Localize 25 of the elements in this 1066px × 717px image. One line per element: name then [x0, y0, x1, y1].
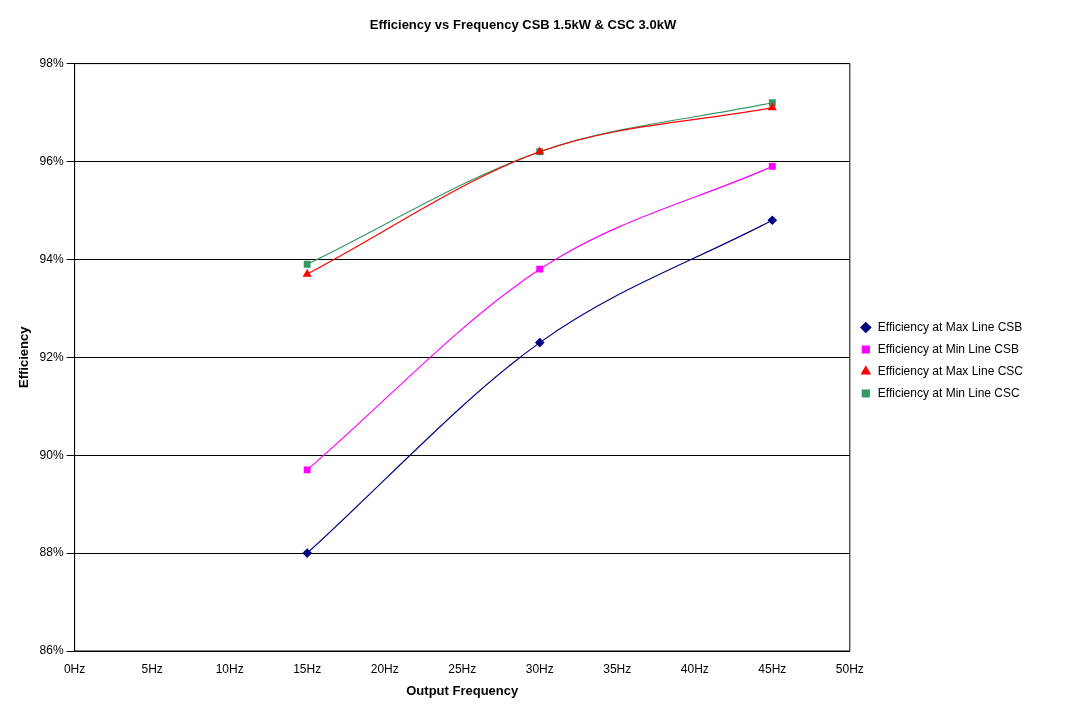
legend-label: Efficiency at Max Line CSB — [877, 319, 1023, 334]
x-axis-title: Output Frequency — [406, 682, 519, 698]
y-tick-label: 94% — [39, 251, 64, 266]
x-tick-label: 45Hz — [758, 661, 787, 676]
y-tick-label: 96% — [39, 153, 64, 168]
x-tick-label: 0Hz — [63, 661, 86, 676]
x-tick-label: 25Hz — [448, 661, 477, 676]
y-tick-label: 98% — [39, 55, 64, 70]
y-tick-label: 86% — [39, 643, 64, 658]
chart-title: Efficiency vs Frequency CSB 1.5kW & CSC 3.0kW — [369, 17, 677, 33]
legend-label: Efficiency at Min Line CSB — [877, 341, 1020, 356]
x-tick-label: 40Hz — [680, 661, 709, 676]
y-axis-title: Efficiency — [16, 325, 32, 389]
legend-label: Efficiency at Max Line CSC — [877, 363, 1024, 378]
x-tick-label: 30Hz — [525, 661, 554, 676]
y-tick-label: 90% — [39, 447, 64, 462]
x-tick-label: 5Hz — [141, 661, 163, 676]
x-tick-label: 15Hz — [293, 661, 322, 676]
x-tick-label: 35Hz — [603, 661, 632, 676]
x-tick-label: 20Hz — [370, 661, 399, 676]
x-tick-label: 50Hz — [835, 661, 864, 676]
y-tick-label: 88% — [39, 545, 64, 560]
y-tick-label: 92% — [39, 349, 64, 364]
legend-label: Efficiency at Min Line CSC — [877, 385, 1020, 400]
x-tick-label: 10Hz — [215, 661, 244, 676]
